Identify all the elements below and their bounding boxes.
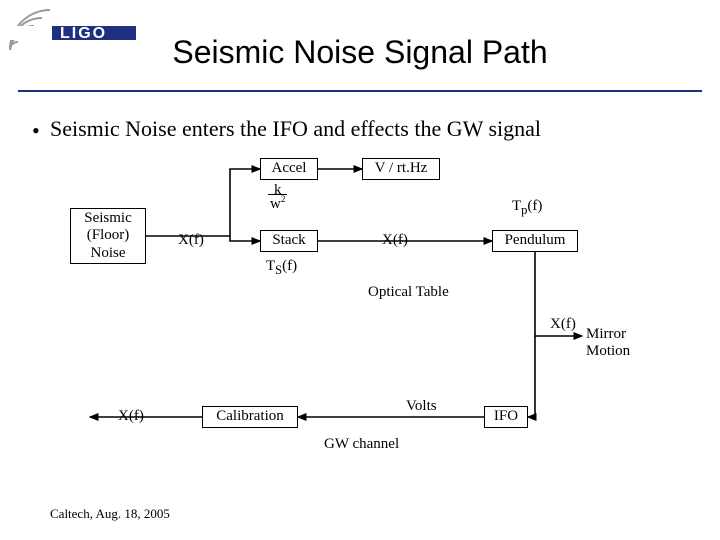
label-xf2: X(f) — [382, 232, 408, 249]
node-vrthz: V / rt.Hz — [362, 158, 440, 180]
label-xf1: X(f) — [178, 232, 204, 249]
bullet-dot: • — [32, 118, 40, 144]
bullet-text: Seismic Noise enters the IFO and effects… — [50, 116, 541, 141]
node-stack: Stack — [260, 230, 318, 252]
node-calib: Calibration — [202, 406, 298, 428]
slide-title: Seismic Noise Signal Path — [0, 34, 720, 71]
label-opttbl: Optical Table — [368, 284, 449, 301]
label-xf4: X(f) — [118, 408, 144, 425]
slide: LIGO Seismic Noise Signal Path • Seismic… — [0, 0, 720, 540]
signal-path-diagram: Seismic (Floor) Noise Accel V / rt.Hz Stack… — [70, 158, 650, 478]
bullet-item: • Seismic Noise enters the IFO and effec… — [50, 116, 541, 142]
node-accel: Accel — [260, 158, 318, 180]
label-gwch: GW channel — [324, 436, 399, 453]
label-kw2_frac: w2 — [268, 194, 287, 213]
label-mirror: Mirror Motion — [586, 326, 630, 360]
footer-text: Caltech, Aug. 18, 2005 — [50, 506, 170, 522]
label-tp: Tp(f) — [512, 198, 542, 218]
label-volts: Volts — [406, 398, 437, 415]
node-ifo: IFO — [484, 406, 528, 428]
node-seismic: Seismic (Floor) Noise — [70, 208, 146, 264]
node-pendulum: Pendulum — [492, 230, 578, 252]
label-xf3: X(f) — [550, 316, 576, 333]
title-rule — [18, 90, 702, 92]
label-ts: TS(f) — [266, 258, 297, 278]
